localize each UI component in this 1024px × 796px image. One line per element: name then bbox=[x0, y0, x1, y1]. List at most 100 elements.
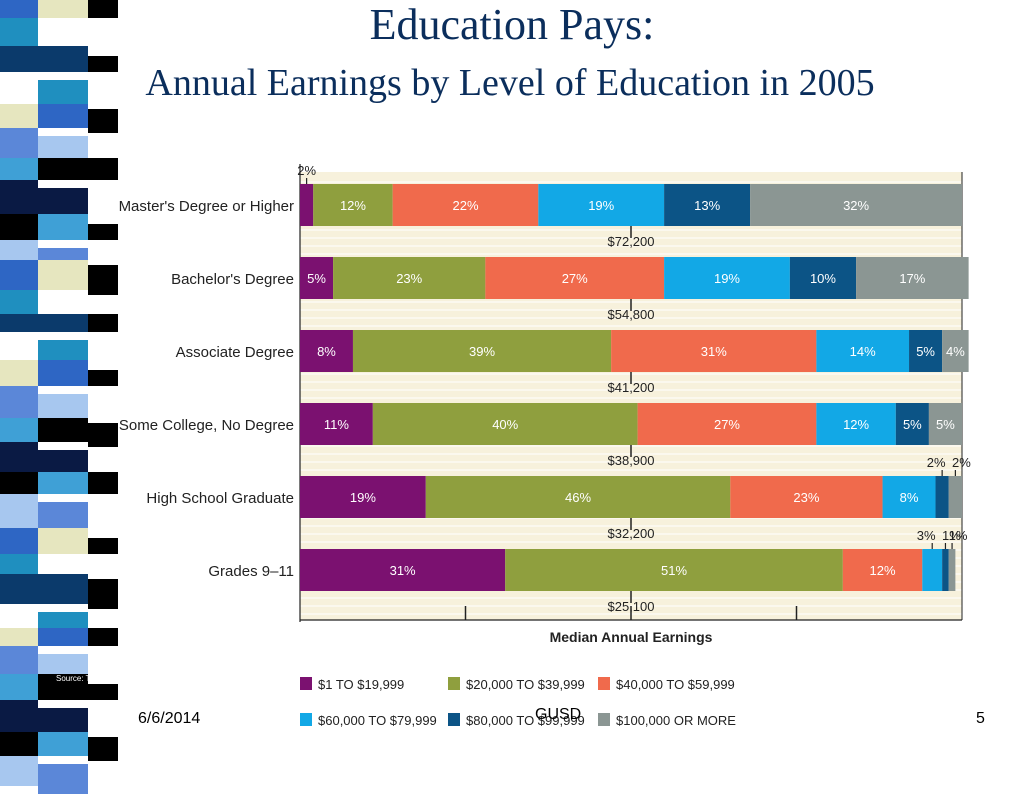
data-label: 23% bbox=[793, 490, 819, 505]
page-number: 5 bbox=[976, 710, 985, 727]
bar-segment bbox=[505, 549, 843, 591]
data-label: 8% bbox=[317, 344, 336, 359]
data-label: 11% bbox=[324, 417, 349, 432]
bar-segment bbox=[664, 184, 751, 226]
bar-segment bbox=[664, 257, 790, 299]
data-label: 8% bbox=[900, 490, 919, 505]
data-label: 3% bbox=[917, 528, 936, 543]
data-label: 27% bbox=[714, 417, 740, 432]
data-label: 1% bbox=[942, 528, 961, 543]
legend-entry: $1 TO $19,999 bbox=[318, 677, 404, 692]
legend-entry: $20,000 TO $39,999 bbox=[466, 677, 585, 692]
bar-segment bbox=[538, 184, 665, 226]
median-value-label: $32,200 bbox=[608, 526, 655, 541]
legend-swatch bbox=[448, 677, 460, 690]
bar-segment bbox=[942, 549, 949, 591]
median-value-label: $72,200 bbox=[608, 234, 655, 249]
category-label: Associate Degree bbox=[176, 344, 294, 361]
stacked-bar-chart: Master's Degree or Higher 12% 22% 19% 13% 32%… bbox=[119, 163, 972, 728]
category-label: Master's Degree or Higher bbox=[119, 198, 294, 215]
data-label: 51% bbox=[661, 563, 687, 578]
bar-segment bbox=[425, 476, 731, 518]
data-label: 19% bbox=[714, 271, 740, 286]
bar-segment bbox=[300, 549, 506, 591]
data-label: 39% bbox=[469, 344, 495, 359]
decorative-side-strip bbox=[0, 0, 120, 796]
bar-segment bbox=[611, 330, 817, 372]
source-note: Source: The bbox=[56, 674, 100, 683]
bar-segment bbox=[895, 403, 929, 445]
category-label: Some College, No Degree bbox=[119, 417, 294, 434]
bar-segment bbox=[942, 330, 969, 372]
data-label: 31% bbox=[701, 344, 727, 359]
bar-segment bbox=[856, 257, 969, 299]
data-label: 10% bbox=[810, 271, 836, 286]
legend-swatch bbox=[448, 713, 460, 726]
median-value-label: $54,800 bbox=[608, 307, 655, 322]
bar-segment bbox=[637, 403, 817, 445]
data-label: 23% bbox=[396, 271, 422, 286]
category-label: High School Graduate bbox=[146, 490, 294, 507]
bar-segment bbox=[922, 549, 943, 591]
plot-background bbox=[300, 172, 962, 620]
data-label: 2% bbox=[927, 455, 946, 470]
bar-segment bbox=[300, 184, 314, 226]
data-label: 19% bbox=[350, 490, 376, 505]
bar-segment bbox=[352, 330, 612, 372]
data-label: 27% bbox=[562, 271, 588, 286]
legend-swatch bbox=[598, 677, 610, 690]
data-label: 5% bbox=[307, 271, 326, 286]
bar-segment bbox=[816, 330, 910, 372]
bar-segment bbox=[789, 257, 857, 299]
bar-segment bbox=[948, 476, 962, 518]
bar-segment bbox=[948, 549, 956, 591]
data-label: 5% bbox=[916, 344, 935, 359]
data-label: 12% bbox=[340, 198, 366, 213]
bar-segment bbox=[909, 330, 943, 372]
data-label: 22% bbox=[452, 198, 478, 213]
bar-segment bbox=[935, 476, 949, 518]
category-label: Grades 9–11 bbox=[208, 563, 294, 580]
median-value-label: $38,900 bbox=[608, 453, 655, 468]
data-label: 12% bbox=[870, 563, 896, 578]
legend-entry: $60,000 TO $79,999 bbox=[318, 713, 437, 728]
bar-segment bbox=[730, 476, 883, 518]
bar-segment bbox=[928, 403, 962, 445]
footer-date: 6/6/2014 bbox=[138, 710, 201, 727]
slide-title: Education Pays: bbox=[369, 0, 655, 49]
bar-segment bbox=[333, 257, 486, 299]
bar-segment bbox=[300, 403, 373, 445]
bar-segment bbox=[485, 257, 665, 299]
bar-segment bbox=[750, 184, 962, 226]
median-value-label: $41,200 bbox=[608, 380, 655, 395]
bar-segment bbox=[816, 403, 896, 445]
data-label: 31% bbox=[390, 563, 416, 578]
slide-subtitle: Annual Earnings by Level of Education in… bbox=[145, 62, 875, 104]
data-label: 12% bbox=[843, 417, 869, 432]
bar-segment bbox=[313, 184, 393, 226]
data-label: 40% bbox=[492, 417, 518, 432]
data-label: 19% bbox=[588, 198, 614, 213]
category-label: Bachelor's Degree bbox=[171, 271, 294, 288]
legend-swatch bbox=[300, 713, 312, 726]
legend-entry: $100,000 OR MORE bbox=[616, 713, 736, 728]
bar-segment bbox=[392, 184, 539, 226]
x-axis-label: Median Annual Earnings bbox=[550, 629, 713, 645]
data-label: 2% bbox=[297, 163, 316, 178]
bar-segment bbox=[882, 476, 936, 518]
data-label: 32% bbox=[843, 198, 869, 213]
median-value-label: $25,100 bbox=[608, 599, 655, 614]
bar-segment bbox=[842, 549, 923, 591]
data-label: 46% bbox=[565, 490, 591, 505]
data-label: 5% bbox=[936, 417, 955, 432]
data-label: 17% bbox=[899, 271, 925, 286]
footer-center-label: GUSD bbox=[535, 706, 582, 723]
legend-entry: $40,000 TO $59,999 bbox=[616, 677, 735, 692]
data-label: 1% bbox=[949, 528, 968, 543]
bar-segment bbox=[372, 403, 638, 445]
legend-entry: $80,000 TO $99,999 bbox=[466, 713, 585, 728]
data-label: 14% bbox=[850, 344, 876, 359]
data-label: 13% bbox=[694, 198, 720, 213]
legend-swatch bbox=[300, 677, 312, 690]
bar-segment bbox=[300, 476, 426, 518]
